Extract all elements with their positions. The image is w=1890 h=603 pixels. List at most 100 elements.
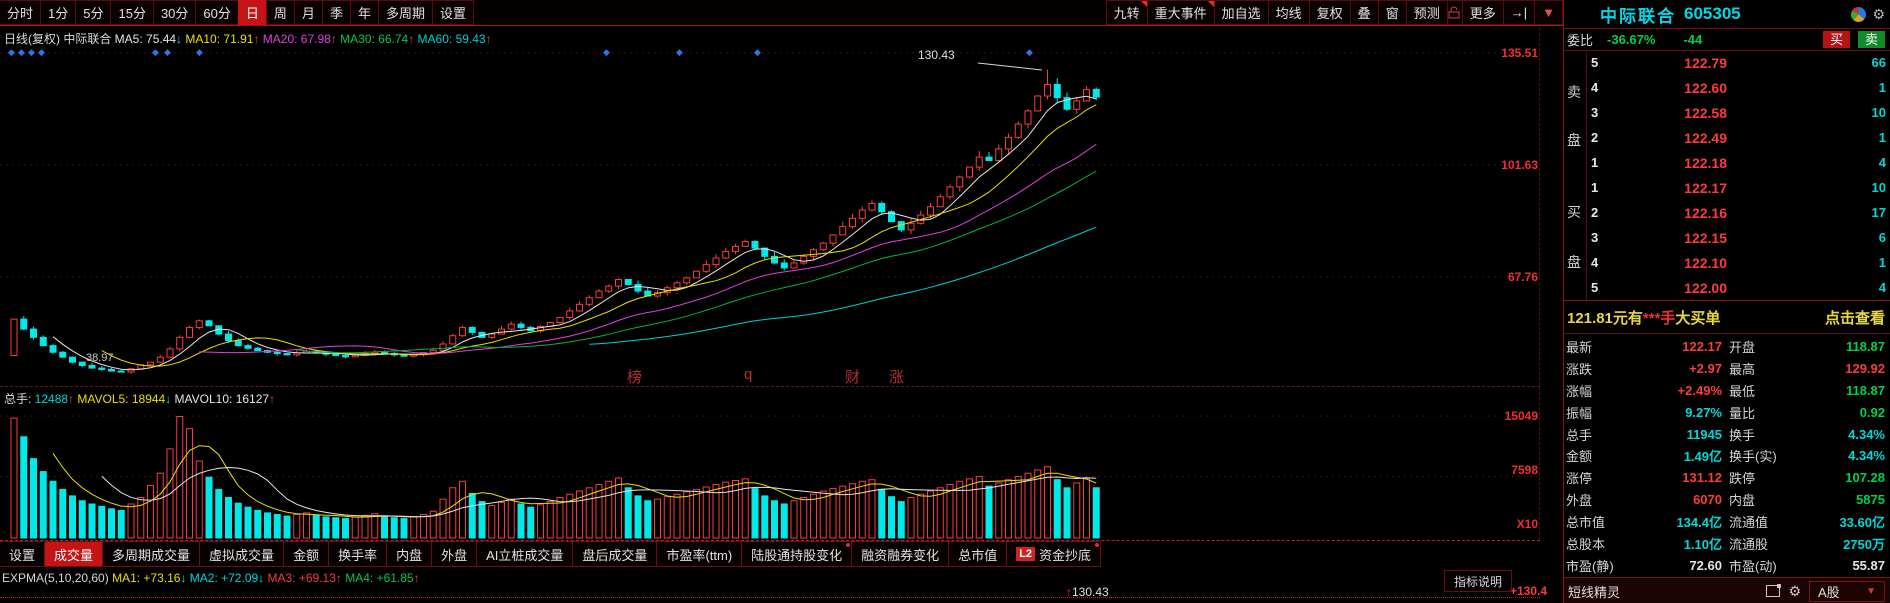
book-row[interactable]: 5 122.79 66 bbox=[1587, 50, 1890, 75]
tab-内盘[interactable]: 内盘 bbox=[386, 541, 433, 567]
toolbar-预测[interactable]: 预测 bbox=[1405, 0, 1448, 25]
text-segment: 日线(复权) 中际联合 bbox=[4, 32, 115, 46]
level: 2 bbox=[1591, 130, 1599, 145]
text-segment: MA10: 71.91 bbox=[182, 32, 254, 46]
popout-icon[interactable] bbox=[1766, 584, 1782, 597]
stat-value: 2750万 bbox=[1843, 537, 1885, 553]
book-row[interactable]: 2 122.16 17 bbox=[1587, 200, 1890, 225]
stat-label: 最低 bbox=[1729, 383, 1756, 399]
book-row[interactable]: 4 122.10 1 bbox=[1587, 250, 1890, 275]
book-row[interactable]: 1 122.17 10 bbox=[1587, 175, 1890, 200]
toolbar-重大事件[interactable]: 重大事件 bbox=[1146, 0, 1215, 25]
tab-市盈率(ttm)[interactable]: 市盈率(ttm) bbox=[656, 541, 743, 567]
tab-成交量[interactable]: 成交量 bbox=[44, 541, 104, 567]
notification-dot bbox=[846, 543, 851, 547]
tab-多周期成交量[interactable]: 多周期成交量 bbox=[102, 541, 201, 567]
stat-row: 金额 1.49亿 换手(实) 4.34% bbox=[1566, 445, 1887, 466]
text-segment: 大买单 bbox=[1675, 309, 1721, 327]
buy-group-label: 盘 bbox=[1567, 254, 1581, 270]
buy-queue: 1 122.17 10 2 122.16 17 3 122.15 6 4 122.10 1 5 122.0… bbox=[1586, 175, 1890, 300]
toolbar-窗[interactable]: 窗 bbox=[1377, 0, 1407, 25]
book-row[interactable]: 1 122.18 4 bbox=[1587, 150, 1890, 175]
tab-资金抄底[interactable]: L2 资金抄底 bbox=[1006, 541, 1102, 567]
tab-换手率[interactable]: 换手率 bbox=[328, 541, 388, 567]
tab-外盘[interactable]: 外盘 bbox=[431, 541, 478, 567]
corner-change-value: +130.4 bbox=[1510, 584, 1548, 598]
tab-金额[interactable]: 金额 bbox=[283, 541, 330, 567]
gear-icon[interactable]: ⚙ bbox=[1872, 5, 1885, 22]
buy-button[interactable]: 买 bbox=[1822, 30, 1850, 48]
lock-icon[interactable] bbox=[1446, 0, 1463, 25]
nine-turn-diamond-icon: ◆ bbox=[676, 47, 683, 57]
timeframe-60分[interactable]: 60分 bbox=[195, 0, 239, 25]
book-row[interactable]: 4 122.60 1 bbox=[1587, 75, 1890, 100]
timeframe-5分[interactable]: 5分 bbox=[75, 0, 112, 25]
gear-icon[interactable]: ⚙ bbox=[1788, 582, 1801, 599]
stat-value: 1.10亿 bbox=[1683, 537, 1722, 553]
price: 122.58 bbox=[1684, 104, 1727, 121]
toolbar-加自选[interactable]: 加自选 bbox=[1213, 0, 1269, 25]
text-segment: ↓ bbox=[258, 571, 265, 585]
stat-label: 市盈(静) bbox=[1566, 558, 1614, 574]
market-selector[interactable]: A股 ▼ bbox=[1809, 580, 1885, 602]
toolbar-九转[interactable]: 九转 bbox=[1105, 0, 1148, 25]
volume: 1 bbox=[1878, 80, 1886, 95]
tab-虚拟成交量[interactable]: 虚拟成交量 bbox=[199, 541, 285, 567]
tab-陆股通持股变化[interactable]: 陆股通持股变化 bbox=[741, 541, 853, 567]
toolbar-叠[interactable]: 叠 bbox=[1349, 0, 1379, 25]
candlestick-chart[interactable] bbox=[0, 28, 1540, 388]
stat-value: 9.27% bbox=[1685, 404, 1722, 420]
stat-label: 流通股 bbox=[1729, 537, 1769, 553]
timeframe-年[interactable]: 年 bbox=[349, 0, 379, 25]
toolbar-复权[interactable]: 复权 bbox=[1308, 0, 1351, 25]
tab-盘后成交量[interactable]: 盘后成交量 bbox=[572, 541, 658, 567]
stat-label: 内盘 bbox=[1729, 493, 1756, 509]
indicator-baseline bbox=[0, 597, 1540, 598]
stat-row: 涨停 131.12 跌停 107.28 bbox=[1566, 467, 1887, 488]
pie-chart-icon[interactable] bbox=[1851, 6, 1867, 22]
tab-总市值[interactable]: 总市值 bbox=[948, 541, 1008, 567]
toolbar-更多[interactable]: 更多 bbox=[1461, 0, 1504, 25]
book-row[interactable]: 3 122.58 10 bbox=[1587, 100, 1890, 125]
text-segment: MAVOL5: 18944 bbox=[74, 392, 166, 406]
timeframe-30分[interactable]: 30分 bbox=[152, 0, 197, 25]
timeframe-分时[interactable]: 分时 bbox=[0, 0, 42, 25]
book-row[interactable]: 2 122.49 1 bbox=[1587, 125, 1890, 150]
nine-turn-diamond-icon: ◆ bbox=[152, 47, 159, 57]
indicator-tabs: 设置 成交量 多周期成交量 虚拟成交量 金额 换手率 内盘 外盘 AI立桩成交量 盘后成交量 市盈率… bbox=[0, 541, 1102, 567]
stat-label: 外盘 bbox=[1566, 493, 1593, 509]
sell-button[interactable]: 卖 bbox=[1857, 30, 1885, 48]
tab-AI立桩成交量[interactable]: AI立桩成交量 bbox=[476, 541, 574, 567]
timeframe-周[interactable]: 周 bbox=[265, 0, 295, 25]
jump-icon[interactable]: →| bbox=[1502, 0, 1536, 25]
timeframe-设置[interactable]: 设置 bbox=[431, 0, 474, 25]
timeframe-多周期[interactable]: 多周期 bbox=[377, 0, 433, 25]
price: 122.60 bbox=[1684, 79, 1727, 96]
book-row[interactable]: 3 122.15 6 bbox=[1587, 225, 1890, 250]
timeframe-15分[interactable]: 15分 bbox=[110, 0, 154, 25]
book-row[interactable]: 5 122.00 4 bbox=[1587, 275, 1890, 300]
timeframe-月[interactable]: 月 bbox=[293, 0, 323, 25]
timeframe-日[interactable]: 日 bbox=[237, 0, 267, 25]
view-details-link[interactable]: 点击查看 bbox=[1824, 309, 1885, 327]
panel-title-bar: 中际联合 605305 ⚙ bbox=[1564, 0, 1890, 29]
toolbar-right-buttons: 九转 重大事件 加自选 均线 复权叠窗预测 更多 →| ▼ bbox=[1105, 0, 1563, 25]
stat-label: 市盈(动) bbox=[1729, 558, 1777, 574]
tab-设置[interactable]: 设置 bbox=[0, 541, 46, 567]
text-segment: 总手: bbox=[4, 392, 35, 406]
big-order-row[interactable]: 121.81元有 ***手 大买单 点击查看 bbox=[1564, 301, 1890, 334]
volume-chart[interactable] bbox=[0, 388, 1540, 540]
indicator-help-button[interactable]: 指标说明 bbox=[1444, 570, 1512, 592]
caret-down-icon[interactable]: ▼ bbox=[1534, 0, 1563, 25]
tab-融资融券变化[interactable]: 融资融券变化 bbox=[851, 541, 950, 567]
toolbar-均线[interactable]: 均线 bbox=[1267, 0, 1310, 25]
sell-queue: 5 122.79 66 4 122.60 1 3 122.58 10 2 122.49 1 1 122.1… bbox=[1586, 50, 1890, 175]
stat-label: 涨停 bbox=[1566, 471, 1593, 487]
stat-label: 最高 bbox=[1729, 361, 1756, 377]
l2-badge: L2 bbox=[1016, 547, 1036, 561]
timeframe-1分[interactable]: 1分 bbox=[40, 0, 77, 25]
timeframe-季[interactable]: 季 bbox=[321, 0, 351, 25]
stock-name: 中际联合 bbox=[1600, 6, 1676, 26]
level: 5 bbox=[1591, 55, 1599, 70]
stat-value: 1.49亿 bbox=[1683, 449, 1722, 465]
